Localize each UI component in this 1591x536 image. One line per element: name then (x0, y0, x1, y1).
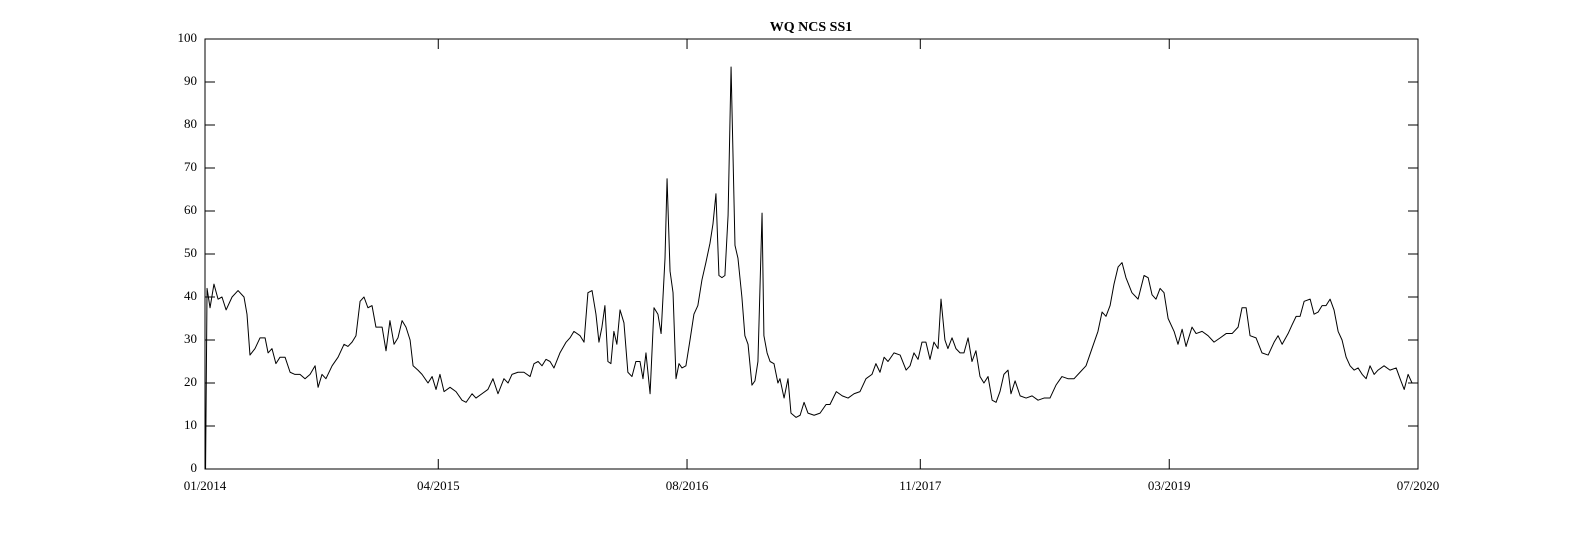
y-tick-label: 100 (178, 30, 198, 45)
x-tick-label: 04/2015 (417, 478, 460, 493)
x-tick-label: 08/2016 (666, 478, 709, 493)
x-tick-label: 07/2020 (1397, 478, 1440, 493)
y-tick-label: 50 (184, 245, 197, 260)
chart-title: WQ NCS SS1 (770, 20, 852, 35)
data-line (205, 66, 1418, 470)
y-tick-label: 30 (184, 331, 197, 346)
x-tick-label: 01/2014 (184, 478, 227, 493)
y-tick-label: 20 (184, 374, 197, 389)
y-tick-label: 90 (184, 73, 197, 88)
x-tick-label: 03/2019 (1148, 478, 1191, 493)
y-tick-label: 60 (184, 202, 197, 217)
y-tick-label: 10 (184, 417, 197, 432)
y-tick-label: 80 (184, 116, 197, 131)
y-tick-label: 40 (184, 288, 197, 303)
y-tick-label: 70 (184, 159, 197, 174)
x-tick-label: 11/2017 (899, 478, 942, 493)
y-tick-label: 0 (191, 460, 198, 475)
